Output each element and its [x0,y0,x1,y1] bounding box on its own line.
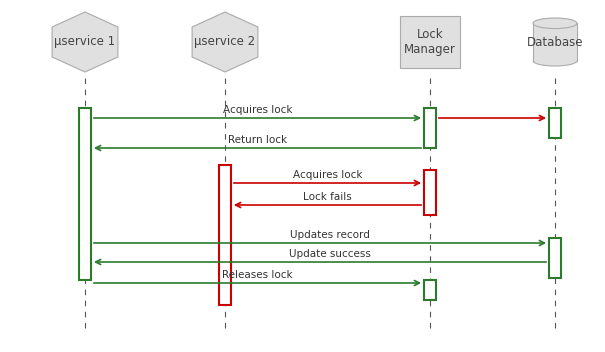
Bar [219,165,231,305]
Polygon shape [192,12,258,72]
Bar [549,238,561,278]
Bar [79,108,91,280]
Text: μservice 1: μservice 1 [54,36,116,49]
Bar [424,280,436,300]
Text: Lock
Manager: Lock Manager [404,28,456,56]
Text: Releases lock: Releases lock [222,270,293,280]
Text: Database: Database [527,36,583,49]
Bar [424,170,436,215]
Text: μservice 2: μservice 2 [194,36,255,49]
Text: Updates record: Updates record [290,230,370,240]
Bar [549,108,561,138]
Text: Return lock: Return lock [228,135,287,145]
Ellipse shape [533,18,577,29]
Bar [424,108,436,148]
Polygon shape [52,12,118,72]
Text: Update success: Update success [289,249,371,259]
Text: Acquires lock: Acquires lock [223,105,292,115]
Bar [400,16,460,68]
Text: Acquires lock: Acquires lock [293,170,362,180]
Text: Lock fails: Lock fails [303,192,352,202]
Ellipse shape [533,56,577,66]
Bar [533,23,577,61]
